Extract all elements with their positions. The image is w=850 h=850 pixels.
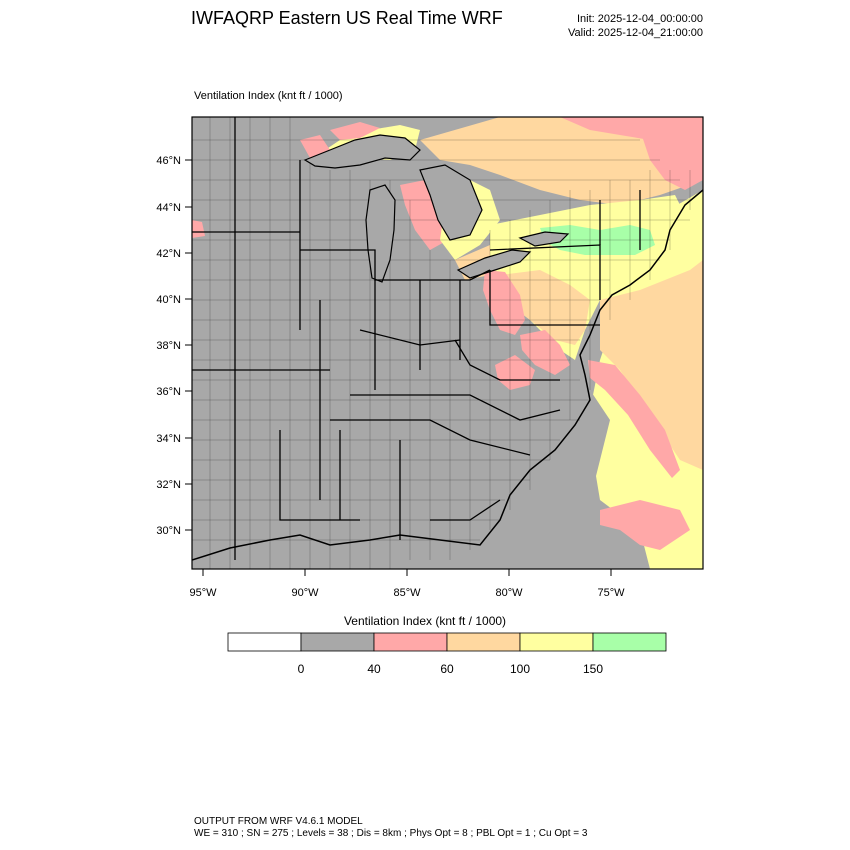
colorbar-tick: 100 (509, 662, 531, 676)
lake-superior (303, 134, 421, 169)
colorbar-title: Ventilation Index (knt ft / 1000) (343, 614, 507, 628)
colorbar-tick: 60 (440, 662, 454, 676)
map-frame (191, 116, 704, 570)
field-pink-west-edge (192, 220, 205, 238)
lake-ontario (518, 231, 570, 247)
colorbar-swatch (519, 632, 594, 652)
lon-label: 85°W (393, 587, 421, 599)
lat-label: 32°N (156, 479, 181, 491)
lat-label: 30°N (156, 525, 181, 537)
colorbar (227, 632, 667, 652)
map-title: IWFAQRP Eastern US Real Time WRF (191, 8, 503, 28)
field-orange-pa (500, 270, 590, 345)
colorbar-swatch (446, 632, 521, 652)
field-pink-ocean-south (600, 500, 690, 550)
field-pink-superior-west (300, 135, 330, 158)
lat-label: 42°N (156, 248, 181, 260)
lat-label: 36°N (156, 386, 181, 398)
lat-label: 44°N (156, 202, 181, 214)
colorbar-tick: 0 (297, 662, 305, 676)
longitude-axis (202, 569, 612, 576)
lon-label: 80°W (495, 587, 523, 599)
lake-michigan (365, 184, 396, 283)
field-pink-pa-west (483, 270, 525, 335)
field-pink-virginia (495, 355, 535, 390)
footer-model: OUTPUT FROM WRF V4.6.1 MODEL (194, 816, 363, 827)
field-gray-gulfstream (540, 390, 610, 520)
colorbar-tick: 150 (582, 662, 604, 676)
colorbar-swatch (592, 632, 667, 652)
lat-label: 46°N (156, 155, 181, 167)
footer-settings: WE = 310 ; SN = 275 ; Levels = 38 ; Dis … (194, 828, 588, 839)
valid-time: Valid: 2025-12-04_21:00:00 (568, 27, 703, 39)
field-pink-maine (640, 120, 703, 190)
field-pink-lake-superior (330, 122, 380, 140)
state-boundaries (192, 117, 641, 560)
lake-huron (419, 164, 483, 241)
field-pink-delmarva (520, 330, 570, 375)
lon-label: 90°W (291, 587, 319, 599)
lon-label: 95°W (189, 587, 217, 599)
lat-label: 38°N (156, 340, 181, 352)
init-time: Init: 2025-12-04_00:00:00 (577, 13, 703, 25)
colorbar-swatch (227, 632, 302, 652)
lat-label: 34°N (156, 433, 181, 445)
field-orange-north (420, 117, 703, 205)
coastline (192, 189, 703, 561)
latitude-axis (185, 159, 192, 531)
map-panel (192, 117, 703, 569)
field-orange-ocean (600, 260, 703, 470)
colorbar-swatch (373, 632, 448, 652)
colorbar-tick: 40 (367, 662, 381, 676)
colorbar-swatch (300, 632, 375, 652)
latitude-labels: 46°N 44°N 42°N 40°N 38°N 36°N 34°N 32°N … (156, 155, 181, 537)
field-label: Ventilation Index (knt ft / 1000) (194, 90, 343, 102)
lon-label: 75°W (597, 587, 625, 599)
longitude-labels: 95°W 90°W 85°W 80°W 75°W (189, 587, 625, 599)
field-pink-ocean-band (588, 360, 680, 478)
lat-label: 40°N (156, 294, 181, 306)
lake-erie (456, 249, 532, 279)
